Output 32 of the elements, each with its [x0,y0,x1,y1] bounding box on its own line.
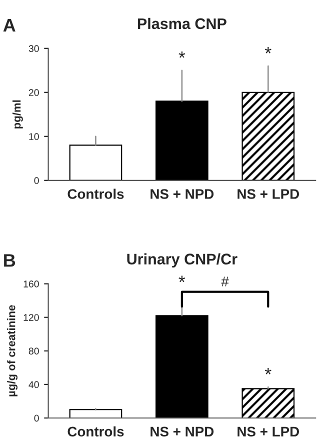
y-axis-title: µg/g of creatinine [7,305,18,396]
x-tick-label: Controls [68,188,124,199]
y-tick-label: 0 [34,177,39,184]
chart-title: Plasma CNP [138,18,226,30]
annotation: * [178,51,186,58]
annotation: * [178,276,186,282]
annotation: * [264,368,272,374]
bar [156,315,208,418]
annotation: # [221,276,229,286]
text: A [3,19,16,32]
chart-title: Urinary CNP/Cr [127,253,238,268]
y-tick-label: 160 [24,280,39,288]
text: B [4,254,16,267]
y-tick-label: 10 [29,133,39,140]
y-tick-label: 120 [24,314,39,321]
x-tick-label: Controls [68,426,124,437]
bar [69,144,122,180]
x-tick-label: NS + NPD [150,189,214,199]
y-tick-label: 40 [28,381,39,388]
annotation: * [264,47,272,54]
x-tick-label: NS + NPD [150,426,214,437]
bar [242,388,295,418]
y-tick-label: 80 [28,348,39,355]
y-tick-label: 30 [28,45,39,52]
bar [69,409,122,418]
x-tick-label: NS + LPD [238,189,300,199]
bar [242,92,295,180]
bar [156,100,208,180]
x-tick-label: NS + LPD [238,426,300,437]
y-tick-label: 20 [28,89,39,96]
y-tick-label: 0 [34,414,39,422]
y-axis-title: pg/ml [12,100,23,128]
